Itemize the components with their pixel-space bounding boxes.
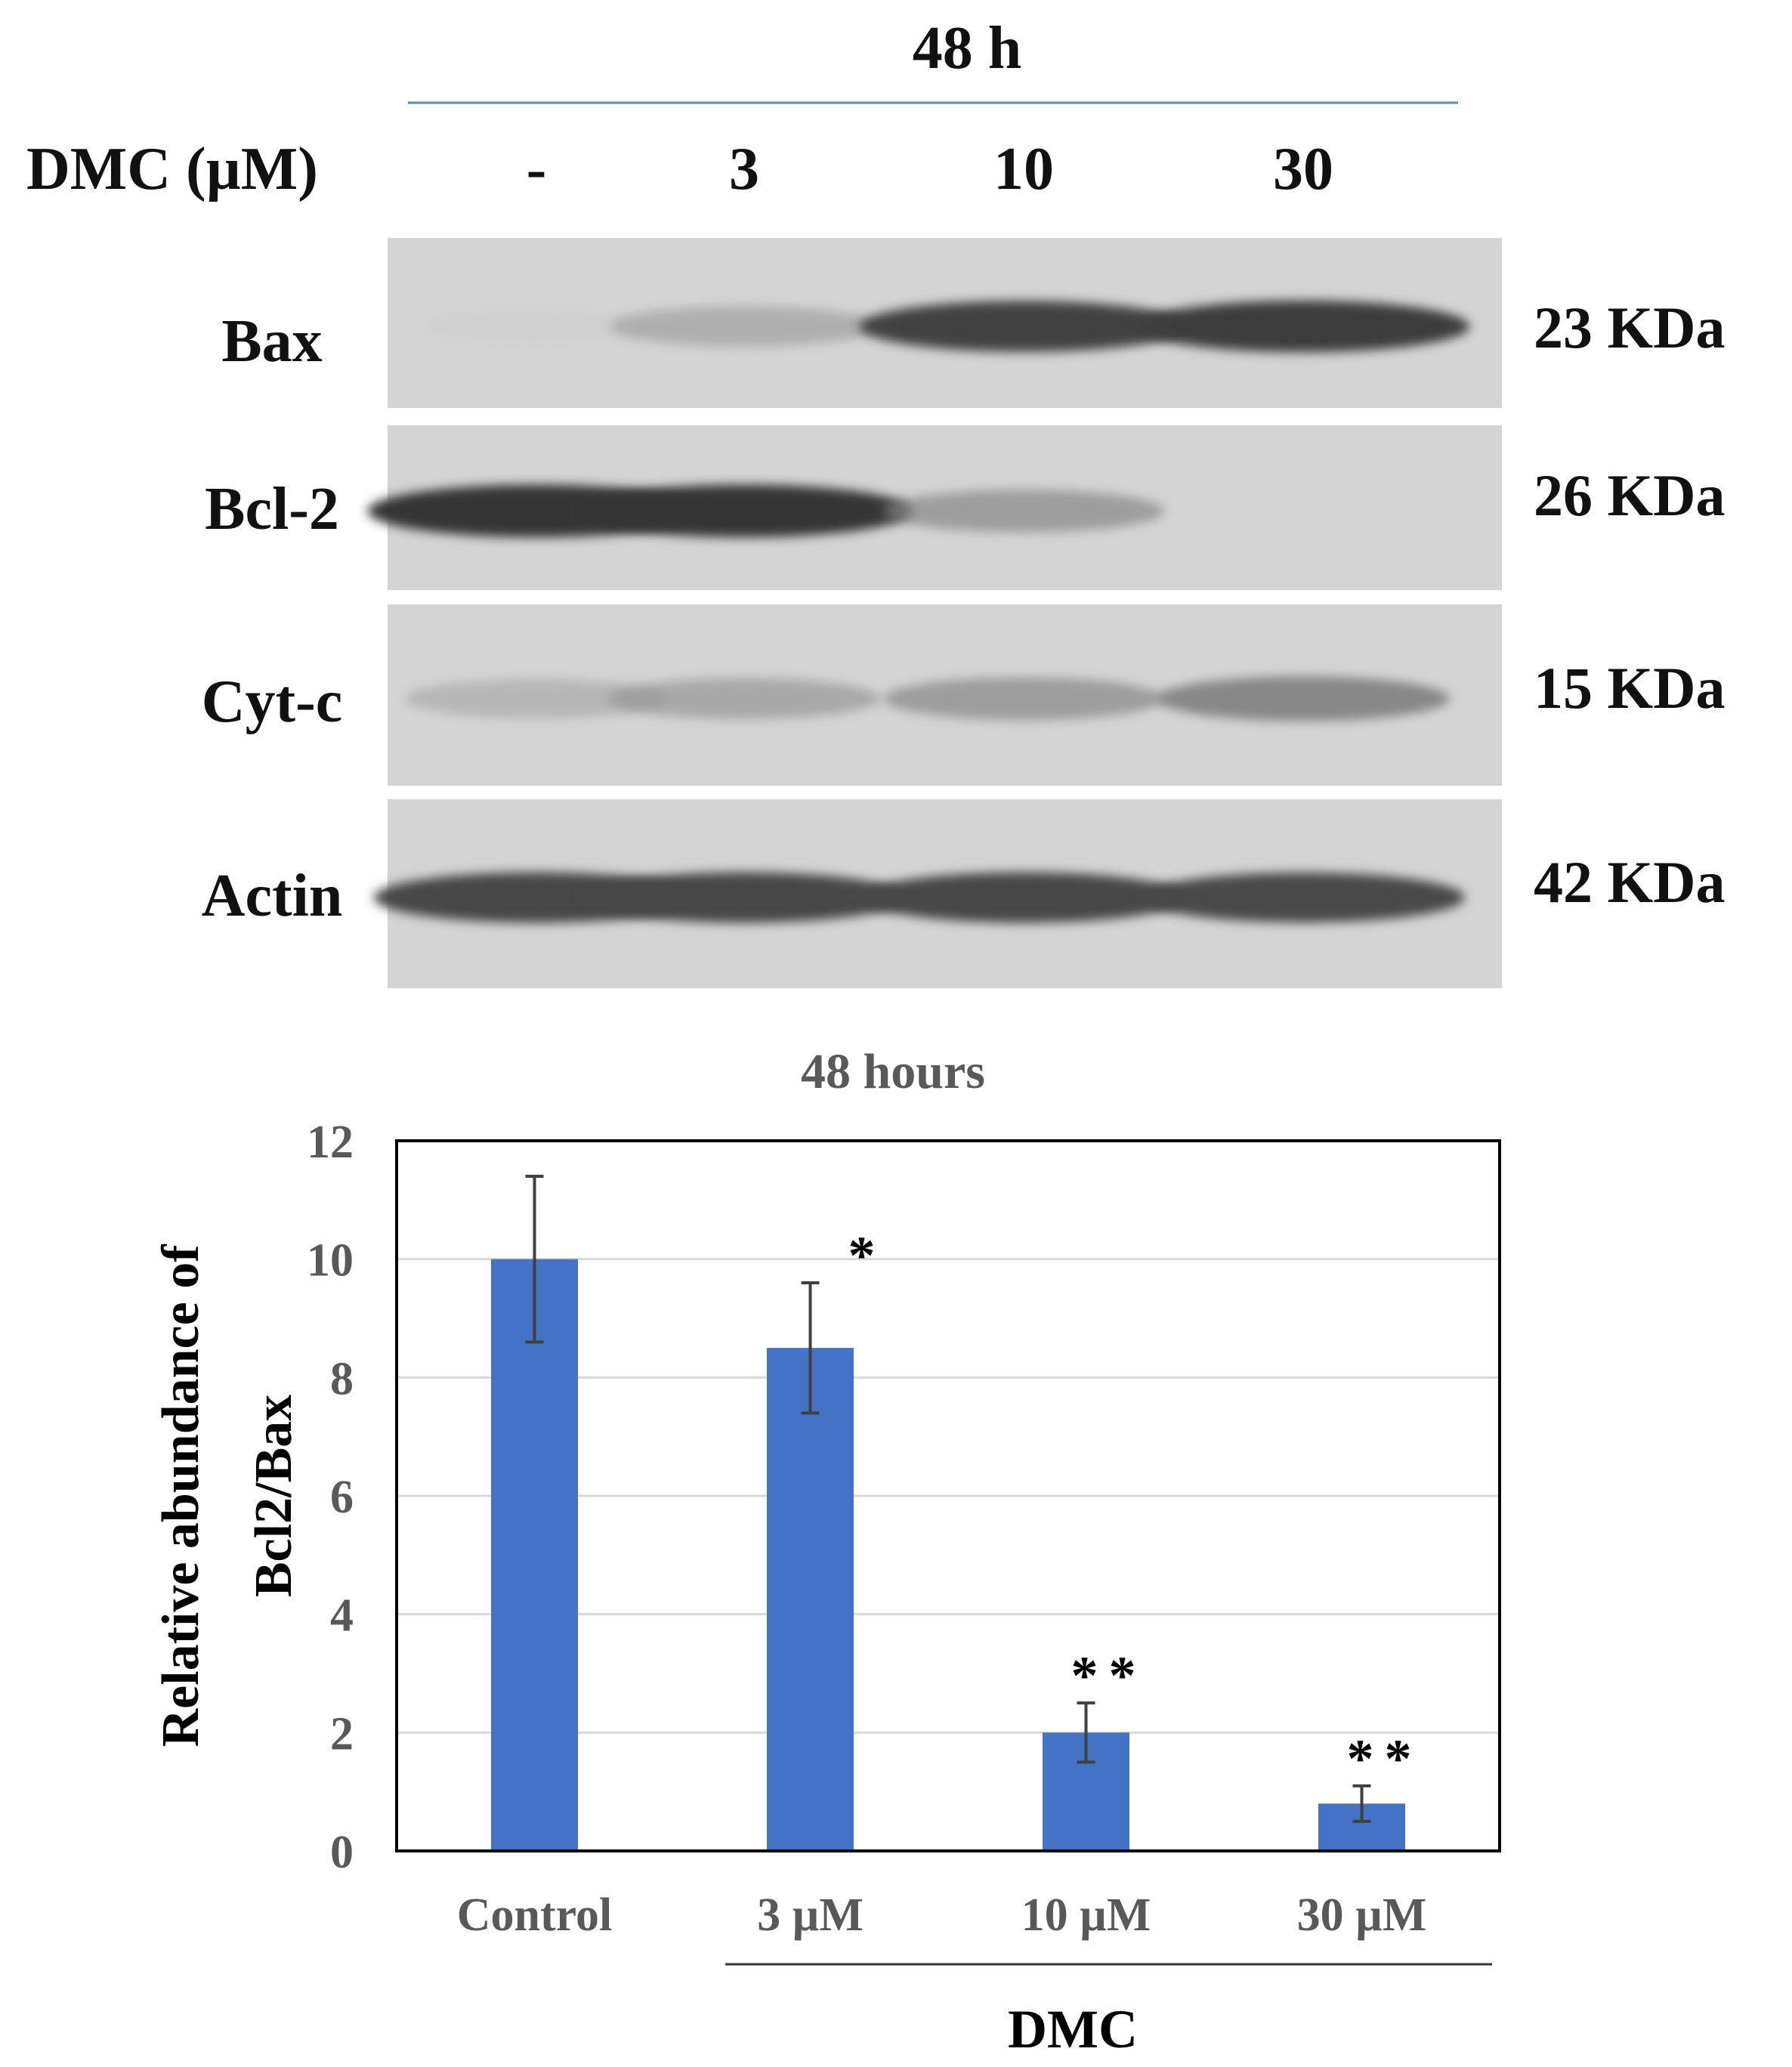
band [419,309,653,344]
size-label: 23 KDa [1534,295,1726,360]
significance-marks: ***** [848,1225,1423,1789]
size-label: 15 KDa [1534,655,1726,721]
protein-label: Actin [202,863,343,929]
time-label: 48 h [913,15,1022,82]
band [405,678,668,718]
lane-label-1: 3 [729,136,759,202]
bar [767,1348,854,1851]
western-blot: 48 h DMC (µM) - 3 10 30 Bax 23 KDa Bcl-2 26 KD… [26,15,1726,988]
x-tick-labels: Control 3 µM 10 µM 30 µM [457,1889,1427,1941]
lane-label-3: 30 [1273,136,1333,202]
y-tick-labels: 0 2 4 6 8 10 12 [307,1117,354,1878]
y-tick-label: 2 [330,1708,354,1760]
lane-label-2: 10 [993,136,1054,202]
y-tick-label: 10 [307,1235,354,1287]
band [575,484,913,538]
dose-label: DMC (µM) [26,136,318,202]
significance-mark: ** [1071,1645,1147,1706]
x-tick-label: 10 µM [1021,1889,1151,1941]
blot-row-bax: Bax 23 KDa [221,238,1726,408]
lane-labels: - 3 10 30 [527,136,1333,202]
chart-title: 48 hours [801,1044,985,1099]
y-tick-label: 8 [330,1353,354,1404]
band [607,678,881,720]
blot-row-bcl-2: Bcl-2 26 KDa [205,425,1726,590]
band [1142,872,1465,923]
blot-row-actin: Actin 42 KDa [202,799,1726,988]
protein-label: Bax [221,308,322,375]
bar [491,1259,578,1851]
protein-label: Bcl-2 [205,476,339,542]
error-bars [525,1175,1371,1823]
y-axis-label-line2: Bcl2/Bax [245,1395,303,1597]
protein-label: Cyt-c [202,669,343,735]
blot-row-cyt-c: Cyt-c 15 KDa [202,604,1726,786]
plot-frame [395,1139,1501,1852]
significance-mark: ** [1347,1729,1423,1789]
band [883,677,1164,721]
band [1136,300,1470,353]
x-tick-label: 3 µM [757,1889,864,1941]
y-tick-label: 4 [330,1590,354,1642]
band [883,490,1164,533]
band [859,301,1188,352]
x-tick-label: 30 µM [1297,1889,1427,1941]
y-tick-label: 12 [307,1117,354,1168]
size-label: 26 KDa [1534,462,1726,528]
bars [491,1259,1405,1851]
band [581,872,907,923]
blot-rows: Bax 23 KDa Bcl-2 26 KDa Cyt-c 15 KDa Actin 42 K… [202,238,1726,988]
band [610,306,879,347]
x-tick-label: Control [457,1889,613,1941]
y-tick-label: 0 [330,1827,354,1878]
size-label: 42 KDa [1534,849,1726,915]
x-axis-label: DMC [1008,1999,1138,2059]
significance-mark: * [848,1225,886,1286]
band [860,872,1187,923]
band [1157,676,1450,721]
y-tick-label: 6 [330,1472,354,1523]
y-axis-label-line1: Relative abundance of [152,1244,210,1747]
gridlines [397,1258,1500,1734]
lane-label-0: - [527,136,547,202]
